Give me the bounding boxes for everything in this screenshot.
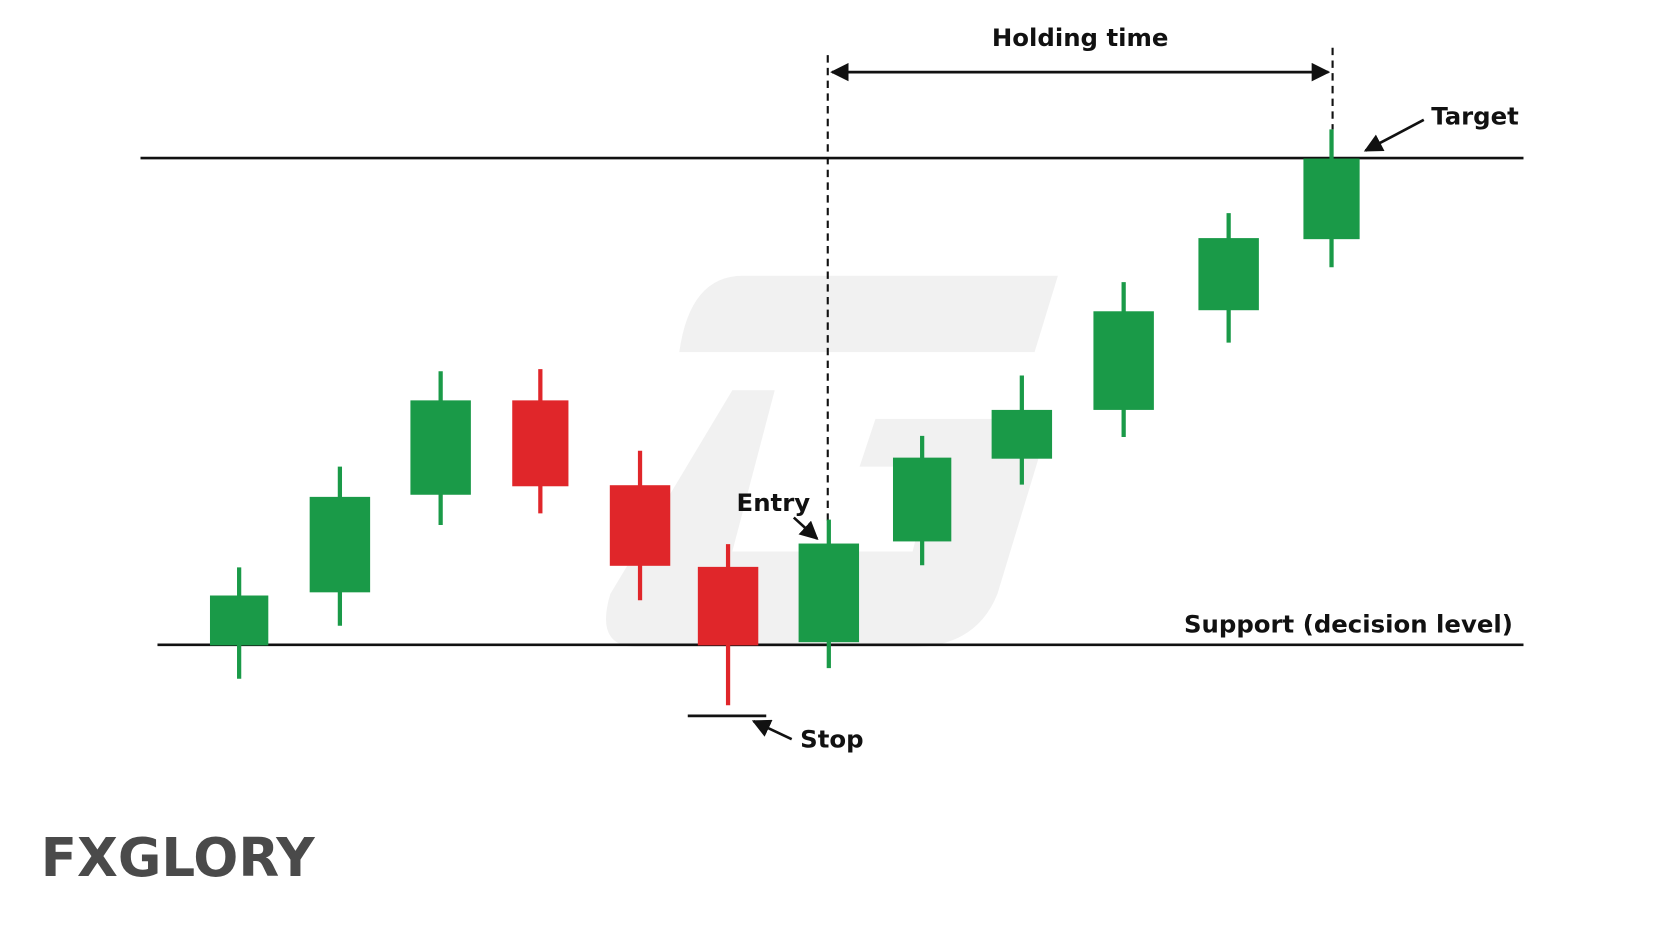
candle — [697, 544, 759, 706]
candle-body — [991, 409, 1053, 459]
support-label: Support (decision level) — [1184, 610, 1513, 639]
target-label: Target — [1431, 102, 1519, 131]
target-arrow — [1363, 118, 1425, 152]
entry-arrow — [792, 516, 819, 541]
candle-body — [1093, 311, 1154, 410]
candle-body — [697, 566, 759, 646]
candle — [991, 375, 1053, 485]
stop-arrow — [751, 719, 793, 741]
entry-label: Entry — [737, 488, 811, 517]
candle-body — [309, 496, 371, 593]
candle — [892, 435, 952, 566]
candle-body — [1198, 238, 1259, 311]
candle-body — [798, 543, 860, 643]
candle-body — [1303, 158, 1360, 240]
candle-body — [209, 595, 269, 646]
candle — [798, 519, 860, 669]
candle — [410, 371, 471, 525]
candle-body — [512, 400, 569, 487]
candle — [309, 466, 371, 626]
candle-body — [609, 485, 671, 566]
candle-body — [410, 400, 471, 495]
candle — [1093, 282, 1154, 437]
candles — [209, 129, 1360, 706]
stop-label: Stop — [800, 724, 863, 753]
candle — [209, 567, 269, 679]
logo: FXGLORY — [41, 827, 315, 889]
candle — [1198, 213, 1259, 343]
candle — [512, 369, 569, 514]
holding-time-label: Holding time — [992, 23, 1169, 52]
candle-body — [892, 457, 952, 542]
candle — [1303, 129, 1360, 268]
candle — [609, 450, 671, 601]
